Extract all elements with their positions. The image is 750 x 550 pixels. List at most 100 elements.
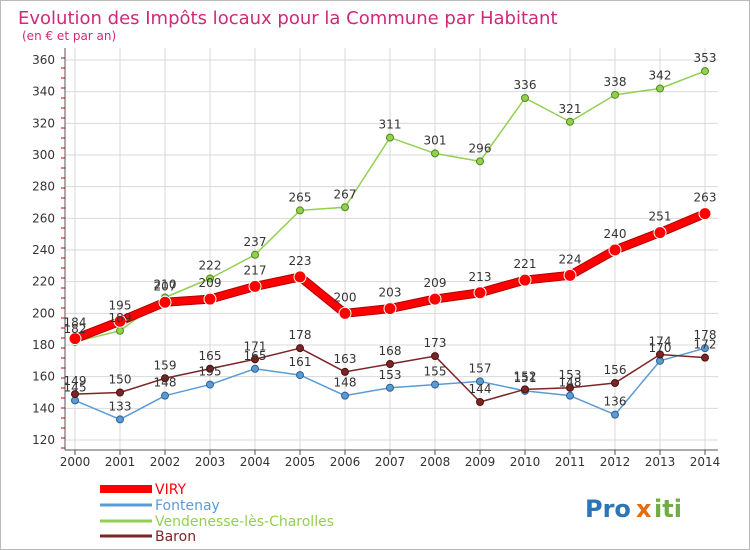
data-point [383,302,397,316]
data-label: 153 [379,368,402,382]
data-point [563,268,577,282]
data-point [476,398,484,406]
data-point [566,391,574,400]
data-point [386,383,394,392]
data-label: 203 [379,286,402,300]
data-label: 195 [109,298,132,312]
data-label: 174 [649,335,672,349]
data-point [701,67,709,76]
y-tick-label: 300 [32,148,55,162]
data-point [701,353,709,362]
data-label: 224 [559,252,582,266]
data-point [566,383,574,392]
x-tick-label: 2002 [150,455,181,469]
x-tick-label: 2003 [195,455,226,469]
data-label: 209 [424,276,447,290]
x-tick-label: 2011 [555,455,586,469]
series-baron [71,344,709,406]
series-group [68,67,712,424]
data-label: 237 [244,235,267,249]
data-point [431,380,439,389]
y-tick-label: 320 [32,116,55,130]
data-label: 150 [109,373,132,387]
data-point [386,133,394,142]
data-point [386,360,394,368]
data-point [71,390,79,399]
data-label: 165 [199,349,222,363]
data-label: 161 [289,355,312,369]
data-point [701,344,709,353]
data-label: 136 [604,395,627,409]
data-label: 171 [244,339,267,353]
data-point [431,149,439,158]
x-tick-label: 2004 [240,455,271,469]
legend-label: Baron [155,529,196,545]
series-viry [68,207,712,346]
data-label: 267 [334,187,357,201]
data-label: 149 [64,374,87,388]
x-tick-label: 2005 [285,455,316,469]
chart-title: Evolution des Impôts locaux pour la Comm… [18,8,558,29]
data-label: 189 [109,311,132,325]
data-label: 217 [244,263,267,277]
data-point [611,90,619,99]
data-point [161,391,169,400]
data-point [338,306,352,320]
data-point [341,367,349,376]
x-tick-label: 2008 [420,455,451,469]
data-point [248,279,262,293]
data-point [206,380,214,389]
logo-text-iti: iti [654,495,682,523]
y-tick-label: 180 [32,338,55,352]
data-label: 338 [604,75,627,89]
data-label: 155 [424,365,447,379]
data-point [521,94,529,102]
data-label: 159 [154,358,177,372]
data-label: 170 [649,341,672,355]
y-tick-label: 340 [32,85,55,99]
logo-text-pro: Pro [585,495,631,523]
data-point [113,314,127,328]
data-point [431,352,439,361]
data-point [251,250,259,259]
data-point [653,226,667,240]
data-label: 353 [694,51,717,65]
y-tick-label: 200 [32,306,55,320]
data-label: 168 [379,344,402,358]
data-point [251,364,259,373]
data-label: 144 [469,382,492,396]
data-label: 265 [289,190,312,204]
data-point [206,364,214,373]
data-label: 148 [334,376,357,390]
y-tick-label: 120 [32,433,55,447]
data-point [158,295,172,309]
data-label: 153 [559,368,582,382]
data-point [428,292,442,306]
data-point [296,344,304,353]
data-point [161,374,169,383]
data-label: 184 [64,316,87,330]
legend-label: VIRY [155,482,187,498]
legend-label: Vendenesse-lès-Charolles [155,514,334,530]
data-label: 311 [379,118,402,132]
data-point [656,84,664,93]
x-tick-label: 2010 [510,455,541,469]
data-labels: 184 195 207 209 217 223 200 203 209 213 221 224 240 2… [64,51,717,413]
data-point [656,350,664,359]
data-point [476,157,484,166]
data-point [698,207,712,221]
data-label: 321 [559,102,582,116]
data-point [611,410,619,419]
data-label: 148 [154,376,177,390]
data-label: 336 [514,78,537,92]
data-label: 178 [694,328,717,342]
y-tick-label: 240 [32,243,55,257]
x-tick-label: 2001 [105,455,136,469]
data-label: 200 [334,290,357,304]
data-point [611,379,619,387]
data-label: 145 [64,380,87,394]
x-tick-label: 2009 [465,455,496,469]
x-axis: 2000 2001 2002 2003 2004 2005 2006 2007 2008 2009… [60,449,720,469]
